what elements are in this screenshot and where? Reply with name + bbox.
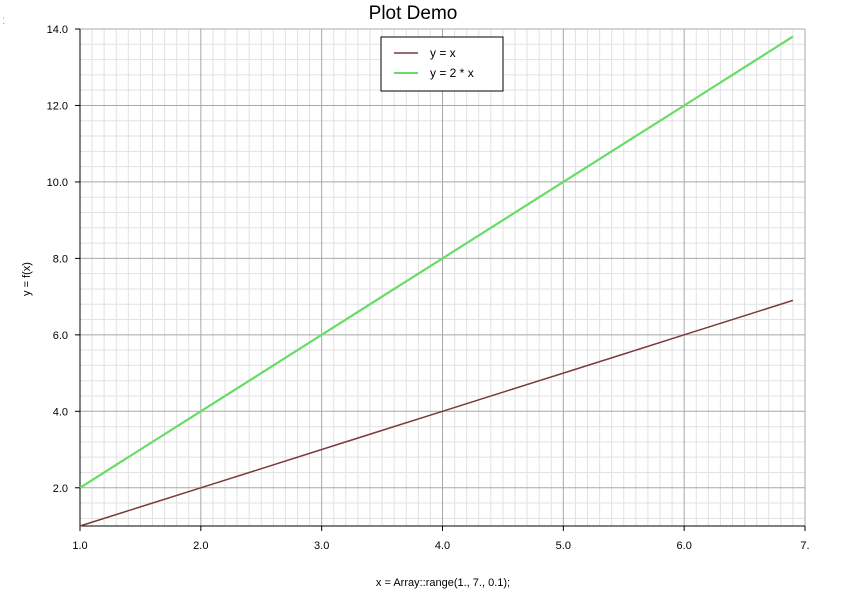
y-axis-label: y = f(x) xyxy=(21,262,33,296)
series-line-y-equals-2x xyxy=(79,35,794,489)
x-axis-label: x = Array::range(1., 7., 0.1); xyxy=(376,577,510,589)
y-tick-label: 2.0 xyxy=(53,483,68,495)
y-tick-label: 12.0 xyxy=(47,100,68,112)
legend: y = x y = 2 * x xyxy=(380,36,504,92)
x-tick-label: 2.0 xyxy=(193,540,208,552)
x-tick-label: 7. xyxy=(800,540,809,552)
y-tick-label: 6.0 xyxy=(53,330,68,342)
legend-box xyxy=(380,36,504,92)
y-tick-label: 4.0 xyxy=(53,406,68,418)
x-tick-label: 5.0 xyxy=(556,540,571,552)
x-tick-label: 6.0 xyxy=(677,540,692,552)
x-tick-label: 3.0 xyxy=(314,540,329,552)
y-tick-label: 14.0 xyxy=(47,24,68,36)
axes xyxy=(75,28,806,531)
chart-title: Plot Demo xyxy=(369,3,458,24)
series-line-y-equals-x xyxy=(79,299,794,527)
series-layer xyxy=(79,35,794,527)
legend-label-y-equals-2x: y = 2 * x xyxy=(430,66,474,80)
y-tick-labels: 2.0 4.0 6.0 8.0 10.0 12.0 14.0 xyxy=(47,24,68,495)
x-tick-labels: 1.0 2.0 3.0 4.0 5.0 6.0 7. xyxy=(72,540,809,552)
corner-dots-icon: : xyxy=(2,13,5,27)
x-tick-label: 1.0 xyxy=(72,540,87,552)
x-tick-label: 4.0 xyxy=(435,540,450,552)
y-tick-label: 10.0 xyxy=(47,177,68,189)
y-tick-label: 8.0 xyxy=(53,253,68,265)
legend-label-y-equals-x: y = x xyxy=(430,46,456,60)
